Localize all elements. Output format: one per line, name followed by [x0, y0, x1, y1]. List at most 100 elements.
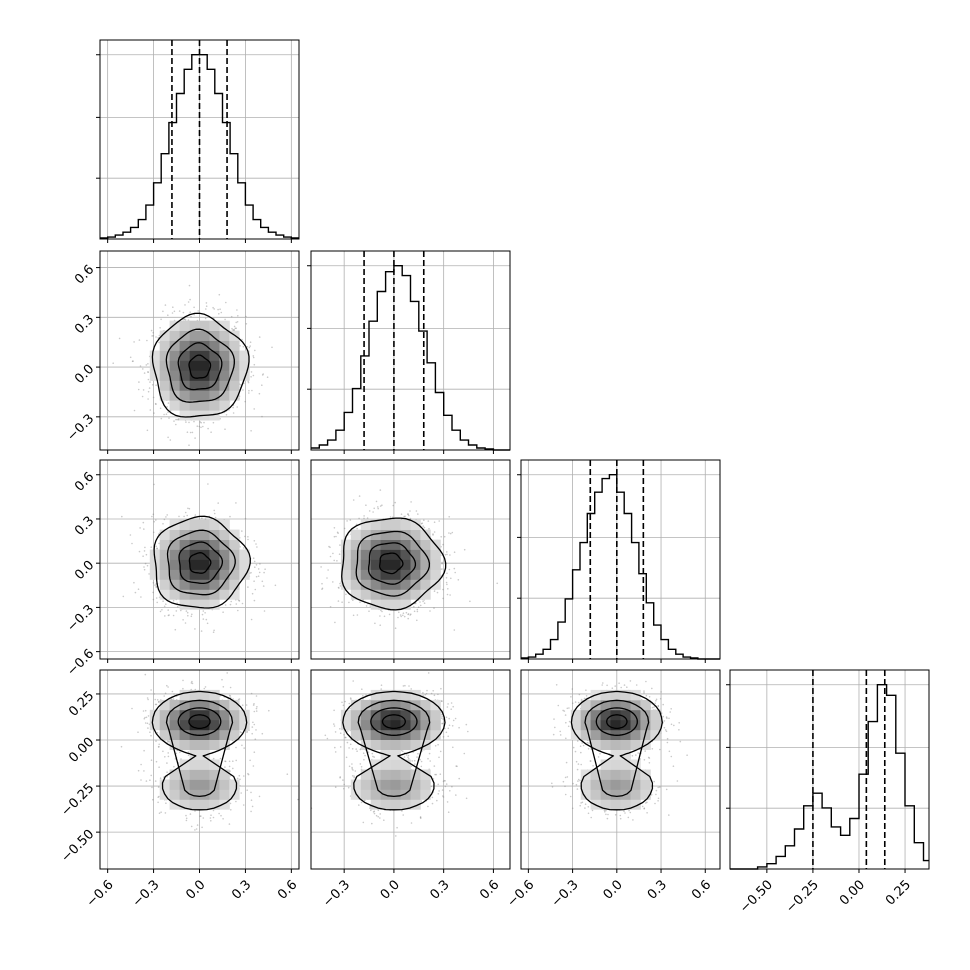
scatter-point [150, 734, 152, 737]
scatter-point [250, 376, 252, 378]
scatter-point [235, 327, 237, 330]
scatter-point [286, 773, 289, 775]
scatter-point [198, 425, 201, 428]
density-cell [229, 340, 240, 351]
density-cell [420, 529, 431, 540]
density-cell [169, 400, 180, 411]
density-cell [360, 579, 372, 590]
scatter-point [161, 609, 163, 611]
scatter-point [253, 599, 256, 602]
scatter-point [175, 418, 177, 421]
scatter-point [402, 614, 404, 617]
contour-line [165, 328, 235, 403]
scatter-point [212, 631, 215, 633]
scatter-point [263, 610, 266, 612]
scatter-point [149, 381, 151, 383]
scatter-point [337, 532, 339, 534]
scatter-point [131, 360, 134, 363]
scatter-point [168, 417, 170, 419]
density-cell [390, 549, 401, 560]
scatter-point [416, 619, 418, 622]
density-cell [219, 400, 230, 411]
density-cell [219, 360, 230, 371]
density-cell [219, 579, 230, 590]
density-cell [199, 370, 210, 381]
scatter-point [254, 588, 257, 591]
scatter-point [447, 588, 449, 590]
density-cell [149, 350, 161, 361]
density-cell [390, 569, 401, 580]
density-cell [400, 529, 411, 540]
scatter-point [213, 629, 215, 632]
scatter-point [224, 428, 226, 431]
density-cell [199, 559, 210, 570]
scatter-point [202, 618, 205, 620]
scatter-point [196, 824, 199, 826]
scatter-point [247, 381, 250, 384]
scatter-point [252, 557, 255, 559]
density-cell [159, 390, 170, 401]
scatter-point [159, 610, 162, 613]
scatter-point [188, 507, 191, 510]
scatter-point [183, 515, 185, 518]
density-cell [350, 539, 362, 550]
scatter-point [375, 500, 378, 503]
scatter-point [177, 418, 180, 420]
scatter-point [137, 588, 140, 590]
scatter-point [224, 318, 226, 321]
scatter-point [343, 527, 346, 530]
scatter-point [235, 502, 237, 504]
density-cell [430, 579, 441, 590]
scatter-point [333, 559, 336, 562]
scatter-point [339, 544, 341, 546]
scatter-point [168, 740, 170, 743]
density-cell [159, 350, 170, 361]
density-cell [370, 529, 381, 540]
scatter-point [133, 341, 135, 343]
scatter-point [147, 398, 149, 400]
scatter-point [182, 619, 184, 621]
scatter-point [134, 591, 137, 594]
scatter-point [454, 571, 457, 574]
scatter-point [446, 583, 448, 586]
scatter-point [176, 606, 179, 608]
density-cell [380, 579, 391, 590]
scatter-point [147, 371, 149, 373]
scatter-point [232, 406, 234, 409]
density-cell [179, 599, 190, 610]
density-cell [370, 589, 381, 600]
scatter-point [261, 384, 263, 387]
scatter-point [176, 418, 179, 421]
scatter-point [372, 511, 374, 513]
scatter-point [162, 750, 164, 753]
scatter-point [191, 613, 193, 616]
density-cell [229, 569, 240, 580]
density-cell [350, 549, 362, 560]
scatter-point [389, 516, 392, 518]
density-cell [199, 320, 210, 331]
scatter-point [153, 483, 155, 486]
density-cell [149, 370, 161, 381]
scatter-point [440, 536, 443, 538]
density-cell [199, 360, 210, 371]
scatter-point [217, 308, 219, 311]
density-cell [149, 559, 161, 570]
scatter-point [266, 376, 269, 379]
scatter-point [329, 555, 332, 558]
scatter-point [469, 600, 471, 603]
scatter-point [122, 595, 125, 598]
density-cell [420, 579, 431, 590]
density-cell [219, 380, 230, 391]
scatter-point [365, 504, 367, 507]
scatter-point [142, 368, 144, 370]
scatter-point [428, 527, 430, 530]
scatter-point [213, 509, 215, 512]
scatter-point [258, 392, 261, 395]
joint-content [100, 460, 299, 659]
density-cell [410, 579, 421, 590]
scatter-point [429, 610, 431, 612]
scatter-point [377, 506, 379, 508]
scatter-point [247, 538, 249, 541]
scatter-point [453, 551, 456, 553]
scatter-point [202, 610, 205, 612]
